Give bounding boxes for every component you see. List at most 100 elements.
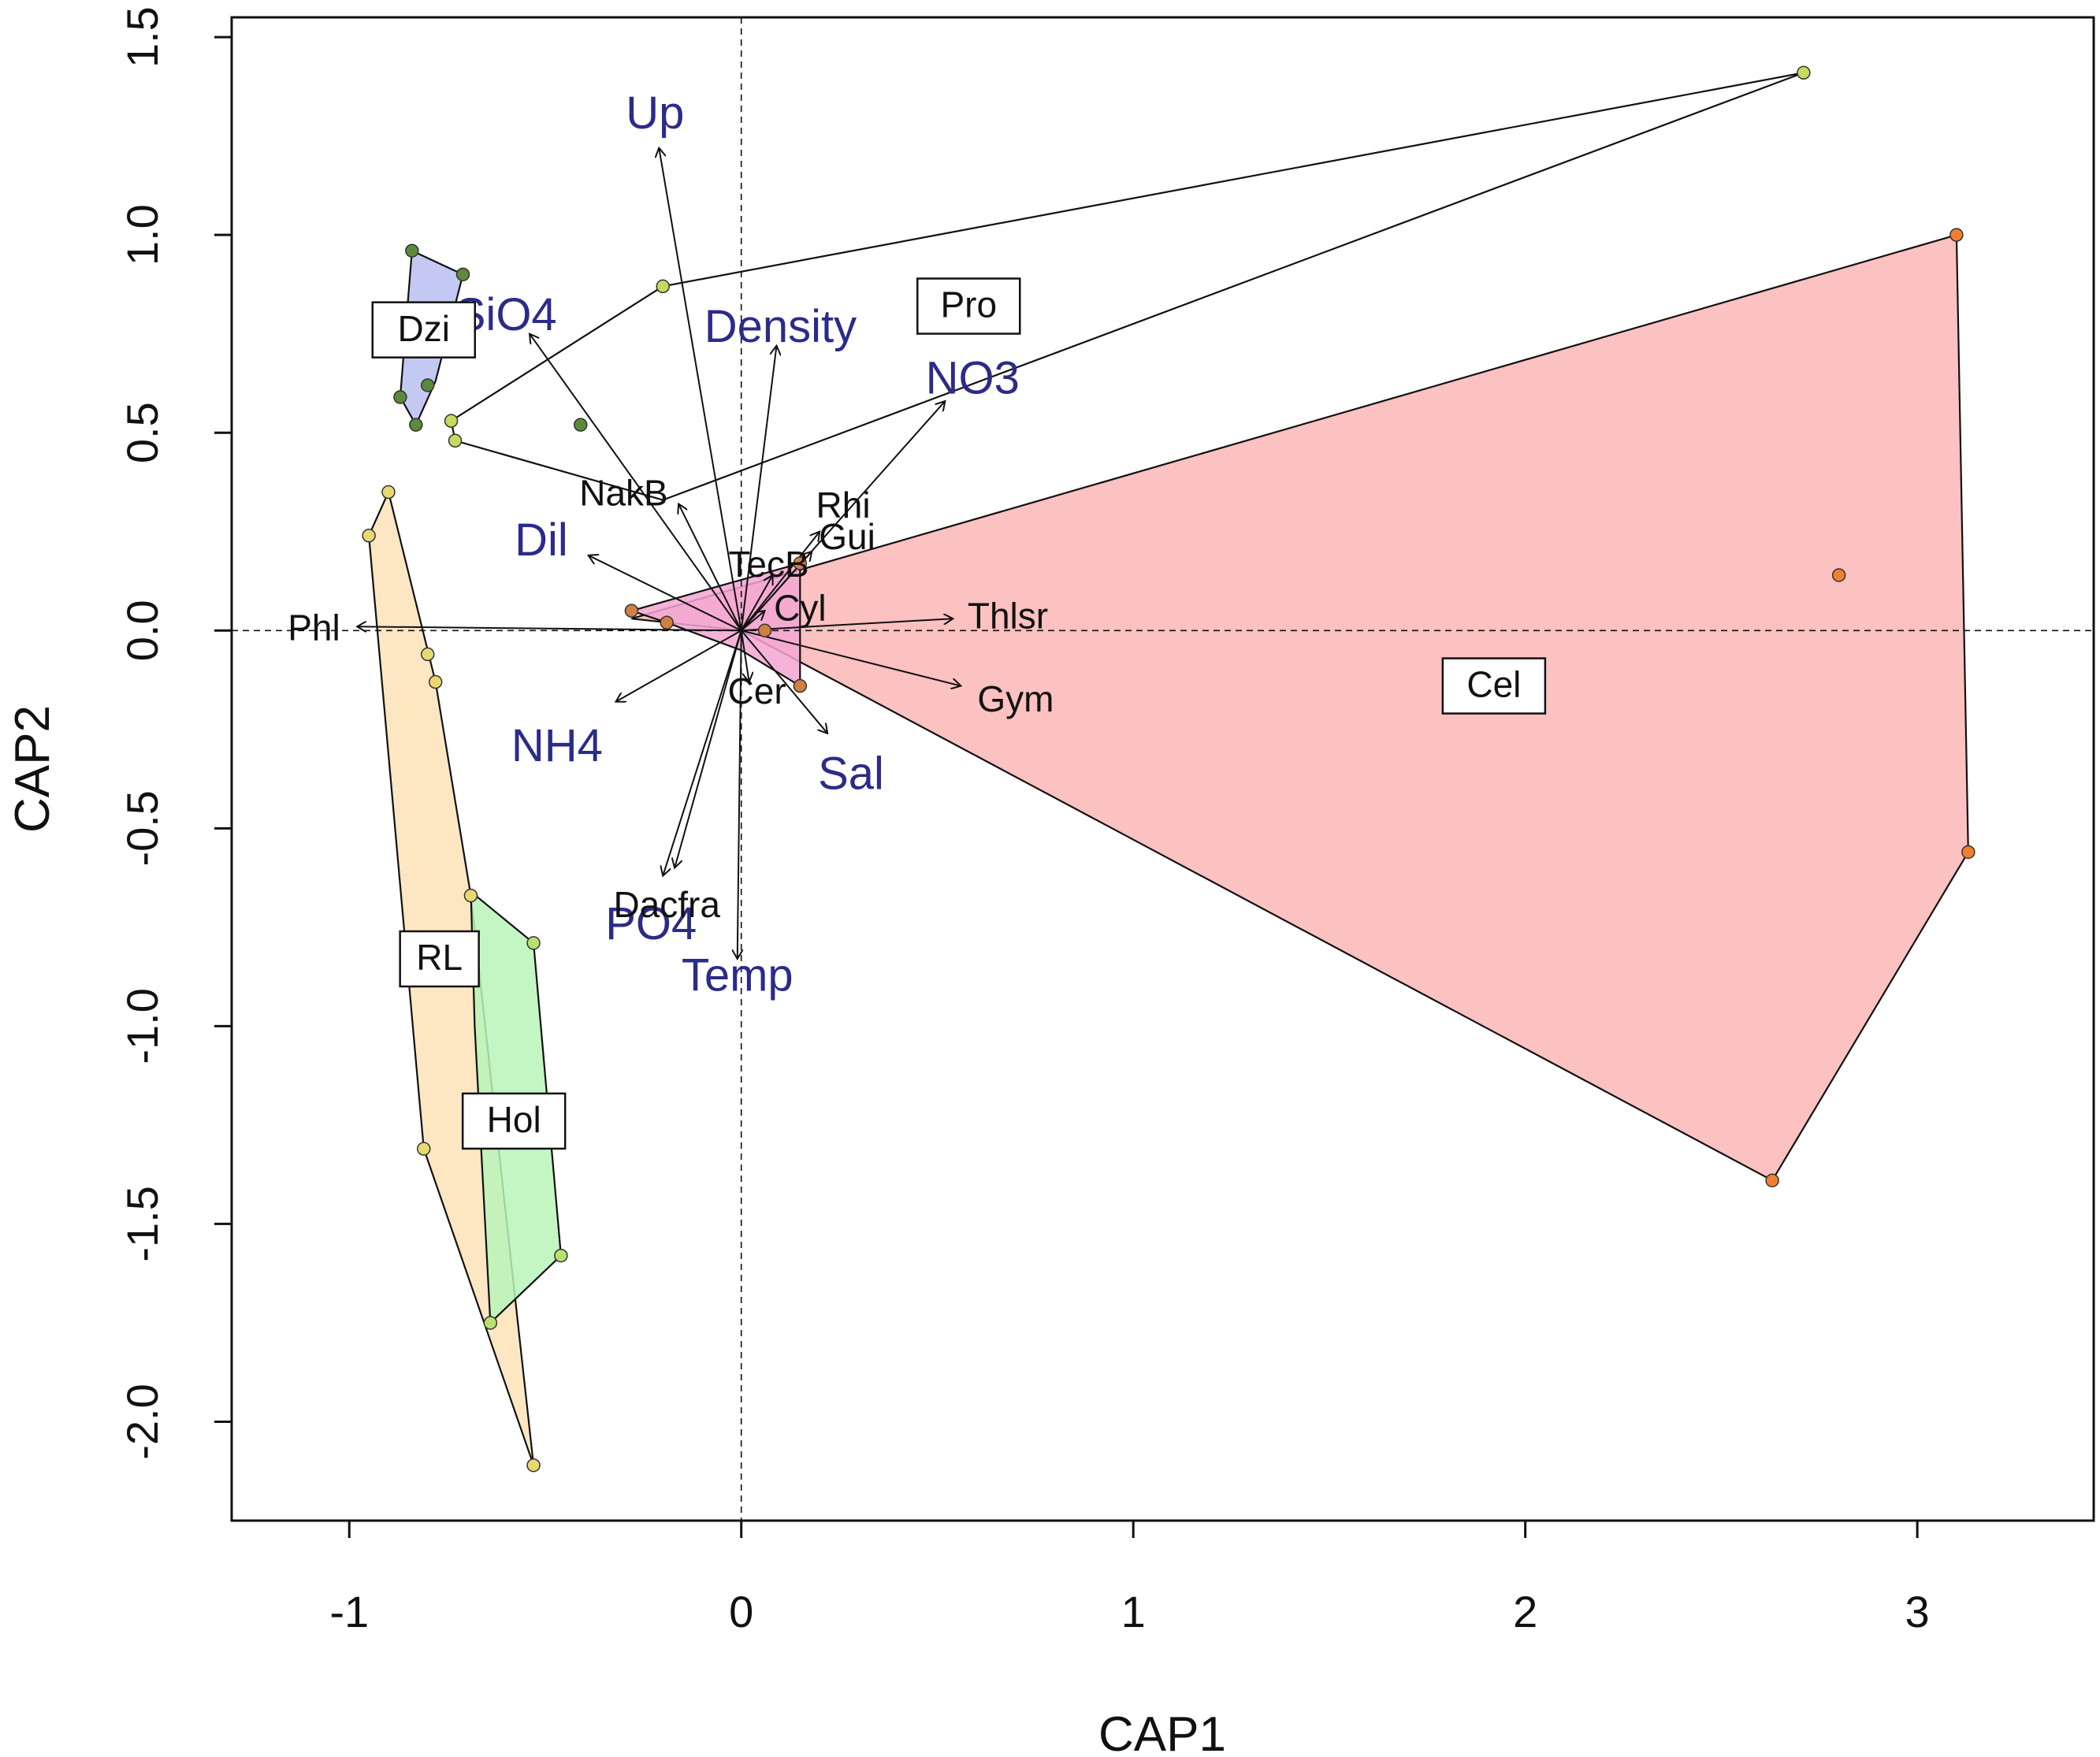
point-pro-1 (656, 279, 670, 294)
y-tick-label-7: 1.5 (117, 6, 167, 68)
species-arrow-cer (740, 630, 749, 682)
group-label-box-hol (461, 1092, 567, 1150)
species-label-rhi: Rhi (816, 485, 871, 526)
point-cel-2 (1765, 1173, 1779, 1187)
species-arrow-tecb (740, 575, 773, 631)
group-label-pro: Pro (940, 284, 997, 325)
env-arrow-sio4 (530, 334, 742, 631)
point-rl-0 (381, 485, 396, 500)
vector-arrows (357, 148, 961, 959)
env-label-nh4: NH4 (511, 720, 603, 771)
species-arrow-gym (741, 630, 961, 685)
species-label-cyl: Cyl (774, 587, 826, 628)
y-tick-label-6: 1.0 (117, 204, 167, 266)
reference-lines (232, 17, 2094, 1521)
point-rl-1 (362, 529, 376, 543)
env-label-sal: Sal (818, 748, 884, 799)
group-label-hol: Hol (487, 1099, 541, 1140)
x-tick-label-2: 1 (1121, 1587, 1146, 1636)
point-cel-0 (1949, 228, 1964, 242)
env-label-dil: Dil (515, 514, 568, 566)
group-label-cel: Cel (1466, 664, 1521, 705)
env-arrow-nh4 (616, 630, 742, 701)
point-dzi-4 (393, 390, 407, 404)
point-hol-1 (554, 1248, 568, 1263)
species-arrow-nakb (678, 504, 742, 631)
species-arrow-phl (357, 626, 742, 630)
species-arrow-cyl (741, 611, 765, 632)
group-label-box-dzi (371, 301, 477, 358)
point-rl-5 (526, 1458, 541, 1473)
hull-cel (631, 233, 1969, 1182)
species-label-phl: Phl (288, 607, 340, 648)
species-label-gym: Gym (977, 678, 1054, 719)
plot-frame (230, 16, 2095, 1522)
point-dzi-0 (405, 243, 419, 258)
group-label-dzi: Dzi (398, 308, 450, 349)
env-arrow-po4 (663, 630, 742, 875)
x-tick-label-3: 2 (1513, 1587, 1537, 1636)
sample-points (362, 65, 1975, 1473)
env-label-po4: PO4 (605, 898, 697, 949)
env-arrow-up (659, 148, 742, 631)
env-label-temp: Temp (682, 949, 794, 1001)
point-cel-3 (1831, 568, 1846, 582)
point-hol-2 (483, 1316, 498, 1330)
point-dzi-3 (409, 418, 423, 432)
hull-pro (450, 72, 1805, 501)
species-label-nakb: NakB (579, 473, 667, 514)
group-label-box-rl (399, 930, 480, 988)
x-tick-label-4: 3 (1905, 1587, 1930, 1636)
y-tick-label-3: -0.5 (117, 790, 167, 867)
point-dzi-2 (420, 378, 435, 392)
point-pro-0 (1797, 65, 1811, 80)
env-label-no3: NO3 (926, 352, 1020, 403)
species-label-tecb: TecB (728, 544, 808, 585)
y-tick-label-4: 0.0 (117, 600, 167, 661)
group-label-box-cel (1441, 657, 1547, 715)
species-arrow-dacfra (675, 630, 742, 867)
point-rl-6 (463, 888, 478, 903)
group-label-box-pro (916, 277, 1021, 335)
group-label-rl: RL (416, 937, 463, 978)
point-dzi-1 (455, 267, 470, 282)
x-axis-title: CAP1 (1098, 1707, 1226, 1757)
y-tick-label-2: -1.0 (117, 988, 167, 1064)
point-group-5-0 (624, 604, 639, 618)
point-group-5-2 (793, 678, 808, 693)
species-label-gui: Gui (819, 516, 875, 557)
env-label-up: Up (626, 87, 684, 139)
point-group-5-3 (757, 623, 772, 638)
y-tick-label-0: -2.0 (117, 1384, 167, 1460)
point-pro-3 (448, 433, 463, 448)
group-hulls (367, 72, 1969, 1466)
group-labels: Cel Pro Dzi RL Hol (371, 277, 1547, 1150)
point-hol-0 (526, 936, 541, 950)
point-cel-1 (1961, 845, 1975, 860)
species-label-cer: Cer (728, 670, 786, 711)
env-arrow-temp (738, 630, 742, 959)
x-tick-label-0: -1 (329, 1587, 369, 1636)
axes: -1 0 1 2 3 -2.0 -1.5 -1.0 -0.5 0.0 0.5 1.0 1.5 (117, 6, 1930, 1636)
point-group-5-1 (660, 615, 674, 630)
env-arrow-dil (589, 555, 742, 632)
x-tick-label-1: 0 (729, 1587, 753, 1636)
env-arrow-sal (740, 630, 827, 734)
y-axis-title: CAP2 (6, 705, 60, 833)
y-tick-label-5: 0.5 (117, 402, 167, 463)
species-label-dacfra: Dacfra (613, 884, 720, 925)
point-pro-2 (444, 414, 459, 428)
point-rl-2 (420, 647, 435, 662)
species-label-thlsr: Thlsr (968, 595, 1048, 636)
point-dzi-5 (574, 418, 588, 432)
point-rl-3 (428, 674, 443, 689)
point-rl-4 (417, 1142, 431, 1156)
species-arrow-thlsr (741, 618, 953, 632)
point-group-5-4 (793, 556, 808, 570)
env-label-density: Density (704, 301, 857, 352)
y-tick-label-1: -1.5 (117, 1186, 167, 1262)
env-arrow-density (740, 346, 777, 631)
